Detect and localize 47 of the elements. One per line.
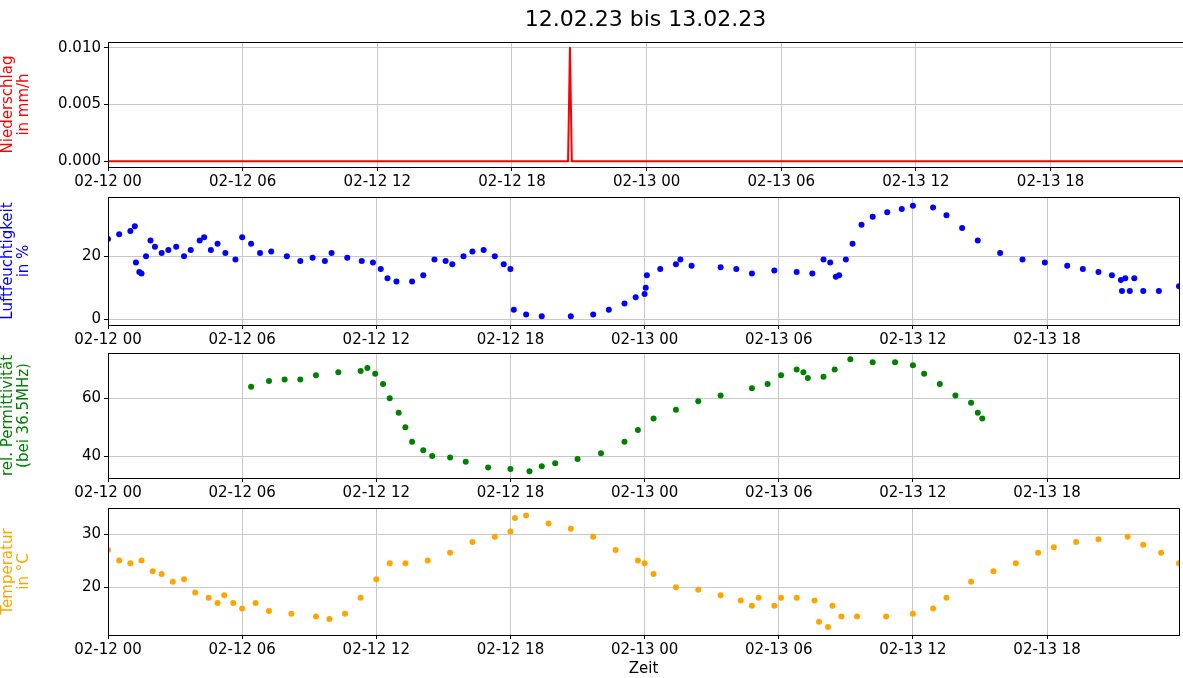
x-tick-label: 02-12 18 (476, 329, 545, 348)
x-tick-label: 02-12 06 (208, 329, 276, 348)
x-tick-label: 02-12 18 (476, 482, 545, 501)
x-tick-label: 02-12 00 (74, 482, 142, 501)
y-tick-label: 0.005 (58, 94, 101, 113)
y-tick-label: 20 (81, 577, 101, 596)
x-tick-label: 02-12 06 (208, 482, 276, 501)
x-tick-label: 02-13 00 (610, 639, 679, 658)
x-tick-label: 02-12 12 (342, 639, 411, 658)
x-tick-label: 02-12 06 (208, 171, 277, 190)
x-tick-label: 02-13 06 (745, 639, 813, 658)
x-tick-label: 02-13 18 (1013, 639, 1081, 658)
x-tick-label: 02-12 00 (74, 639, 142, 658)
x-tick-label: 02-13 18 (1016, 171, 1085, 190)
x-tick-label: 02-12 12 (343, 171, 412, 190)
x-tick-label: 02-12 00 (74, 329, 142, 348)
x-tick-label: 02-12 12 (342, 482, 411, 501)
y-tick-label: 40 (81, 445, 101, 464)
x-tick-label: 02-13 12 (882, 171, 950, 190)
y-tick-label: 20 (81, 246, 101, 265)
x-tick-label: 02-13 18 (1013, 329, 1081, 348)
x-tick-label: 02-13 06 (745, 482, 813, 501)
x-tick-label: 02-12 18 (478, 171, 546, 190)
y-tick-label: 0.000 (58, 151, 101, 170)
y-axis-title: rel. Permittivität (bei 36.5MHz) (0, 354, 32, 477)
x-tick-label: 02-13 12 (879, 639, 947, 658)
x-tick-label: 02-12 06 (208, 639, 276, 658)
y-tick-label: 60 (81, 388, 101, 407)
x-tick-label: 02-12 12 (342, 329, 411, 348)
x-tick-label: 02-13 06 (745, 329, 813, 348)
chart-title: 12.02.23 bis 13.02.23 (523, 6, 768, 31)
x-tick-label: 02-13 12 (879, 329, 947, 348)
y-tick-label: 30 (81, 523, 101, 542)
x-tick-label: 02-13 12 (879, 482, 947, 501)
y-axis-title: Luftfeuchtigkeit in % (0, 202, 32, 320)
y-tick-label: 0 (91, 309, 101, 328)
x-tick-label: 02-13 00 (610, 329, 679, 348)
x-tick-label: 02-13 18 (1013, 482, 1081, 501)
x-axis-title: Zeit (628, 658, 659, 677)
y-axis-title: Niederschlag in mm/h (0, 55, 32, 154)
y-axis-title: Temperatur in °C (0, 527, 32, 616)
x-tick-label: 02-13 00 (612, 171, 681, 190)
x-tick-label: 02-12 00 (74, 171, 142, 190)
x-tick-label: 02-13 06 (747, 171, 815, 190)
x-tick-label: 02-12 18 (476, 639, 545, 658)
y-tick-label: 0.010 (58, 37, 101, 56)
x-tick-label: 02-13 00 (610, 482, 679, 501)
